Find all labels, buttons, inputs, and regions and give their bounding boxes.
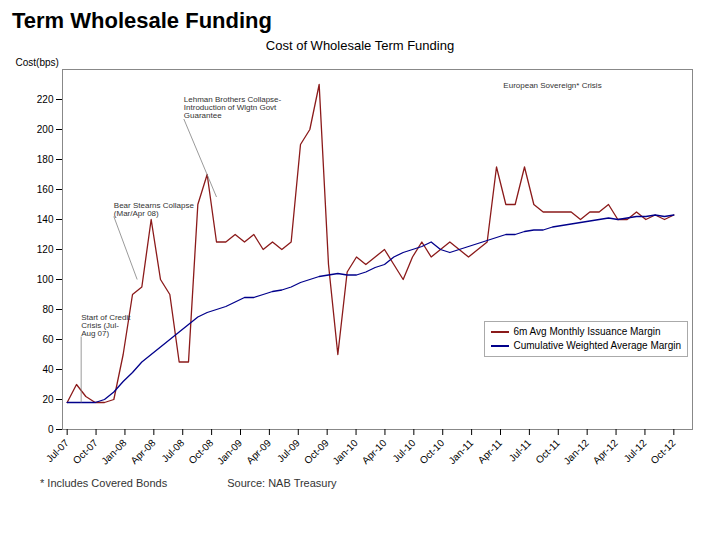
html-text:* Includes Covered Bonds: * Includes Covered Bonds <box>40 477 168 489</box>
html-text:Source: NAB Treasury: Source: NAB Treasury <box>227 477 337 489</box>
svg-text:20: 20 <box>42 394 54 405</box>
svg-text:Bear Stearns Collapse(Mar/Apr: Bear Stearns Collapse(Mar/Apr 08) <box>114 201 195 218</box>
svg-text:Oct-08: Oct-08 <box>186 437 215 466</box>
svg-text:Apr-08: Apr-08 <box>129 437 158 466</box>
svg-text:180: 180 <box>37 154 54 165</box>
svg-text:160: 160 <box>37 184 54 195</box>
svg-text:Oct-12: Oct-12 <box>649 437 678 466</box>
svg-text:120: 120 <box>37 244 54 255</box>
svg-text:Apr-10: Apr-10 <box>360 437 389 466</box>
svg-text:Jan-12: Jan-12 <box>561 437 591 467</box>
svg-text:Cost(bps): Cost(bps) <box>16 57 59 68</box>
svg-text:40: 40 <box>42 364 54 375</box>
svg-text:60: 60 <box>42 334 54 345</box>
svg-text:Jan-08: Jan-08 <box>99 437 129 467</box>
svg-text:Jul-10: Jul-10 <box>390 437 417 464</box>
svg-text:Oct-10: Oct-10 <box>417 437 446 466</box>
svg-text:Jul-11: Jul-11 <box>507 437 534 464</box>
svg-text:Start of CreditCrisis (Jul-Aug: Start of CreditCrisis (Jul-Aug 07) <box>81 313 131 338</box>
svg-text:Jul-12: Jul-12 <box>622 437 649 464</box>
svg-text:Apr-11: Apr-11 <box>476 437 505 466</box>
svg-text:Jan-09: Jan-09 <box>215 437 245 467</box>
svg-text:Oct-11: Oct-11 <box>533 437 562 466</box>
html-text:6m Avg Monthly Issuance Margin: 6m Avg Monthly Issuance Margin <box>513 326 661 337</box>
svg-text:Jan-11: Jan-11 <box>446 437 475 466</box>
html-text:Term Wholesale Funding: Term Wholesale Funding <box>12 8 272 33</box>
svg-text:Jul-09: Jul-09 <box>275 437 302 464</box>
svg-text:100: 100 <box>37 274 54 285</box>
svg-text:Jan-10: Jan-10 <box>330 437 360 467</box>
svg-text:200: 200 <box>37 124 54 135</box>
svg-text:European Sovereign* Crisis: European Sovereign* Crisis <box>503 81 601 90</box>
svg-text:80: 80 <box>42 304 54 315</box>
svg-text:0: 0 <box>48 424 54 435</box>
svg-text:Lehman Brothers Collapse-Intro: Lehman Brothers Collapse-Introduction of… <box>184 95 282 120</box>
html-text:Cost of Wholesale Term Funding: Cost of Wholesale Term Funding <box>265 38 455 53</box>
svg-text:Oct-07: Oct-07 <box>71 437 100 466</box>
svg-text:Jul-07: Jul-07 <box>44 437 71 464</box>
svg-text:Jul-08: Jul-08 <box>159 437 186 464</box>
svg-text:Apr-09: Apr-09 <box>244 437 273 466</box>
html-text:Cumulative Weighted Average Ma: Cumulative Weighted Average Margin <box>513 340 681 351</box>
svg-text:Apr-12: Apr-12 <box>591 437 620 466</box>
svg-text:220: 220 <box>37 94 54 105</box>
svg-text:140: 140 <box>37 214 54 225</box>
svg-text:Oct-09: Oct-09 <box>302 437 331 466</box>
